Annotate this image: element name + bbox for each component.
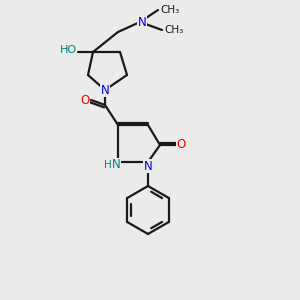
Text: N: N xyxy=(138,16,146,28)
Text: O: O xyxy=(176,139,186,152)
Text: O: O xyxy=(80,94,90,106)
Text: HO: HO xyxy=(59,45,76,55)
Text: N: N xyxy=(144,160,152,172)
Text: CH₃: CH₃ xyxy=(160,5,179,15)
Text: N: N xyxy=(112,158,120,172)
Text: CH₃: CH₃ xyxy=(164,25,183,35)
Text: N: N xyxy=(100,83,109,97)
Text: H: H xyxy=(104,160,112,170)
